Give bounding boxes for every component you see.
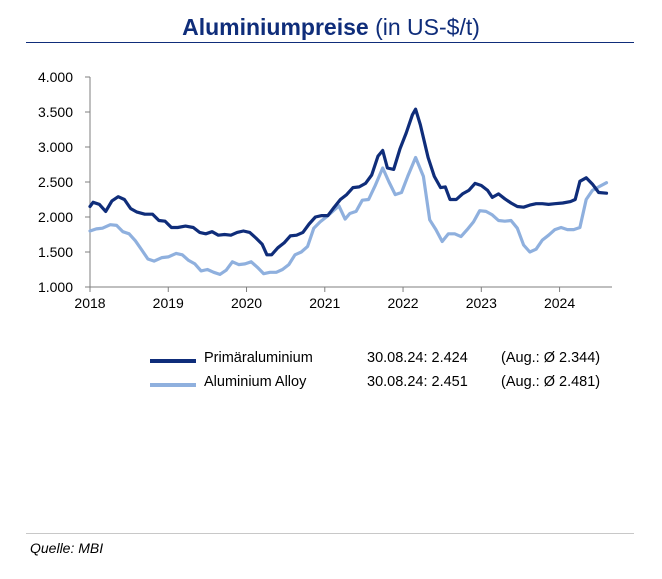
x-axis: 2018 2019 2020 2021 2022 2023 2024	[74, 286, 612, 311]
chart-title: Aluminiumpreise (in US-$/t)	[0, 14, 662, 41]
legend-swatch	[150, 383, 196, 387]
y-tick-label: 2.000	[38, 209, 73, 225]
legend-average: (Aug.: Ø 2.344)	[501, 350, 601, 366]
title-divider	[26, 42, 634, 43]
source-note: Quelle: MBI	[30, 540, 104, 556]
series-line-primaeraluminium	[88, 107, 609, 257]
y-tick-label: 3.500	[38, 104, 73, 120]
y-tick-label: 1.500	[38, 244, 73, 260]
x-tick-label: 2018	[74, 295, 105, 311]
line-chart: 1.000 1.500 2.000 2.500 3.000 3.500 4.000 2018…	[38, 69, 612, 311]
legend-date-value: 30.08.24: 2.451	[367, 374, 468, 390]
legend-average: (Aug.: Ø 2.481)	[501, 374, 601, 390]
chart-title-main: Aluminiumpreise	[182, 14, 369, 40]
series-line-aluminium-alloy	[88, 155, 609, 276]
legend-label: Primäraluminium	[204, 350, 313, 366]
x-tick-label: 2020	[231, 295, 262, 311]
footer-divider	[26, 533, 634, 534]
chart-title-unit: (in US-$/t)	[375, 14, 480, 40]
legend-swatch	[150, 359, 196, 363]
y-axis: 1.000 1.500 2.000 2.500 3.000 3.500 4.000	[38, 69, 91, 295]
x-tick-label: 2022	[387, 295, 418, 311]
series-lines	[88, 107, 609, 276]
x-tick-label: 2019	[153, 295, 184, 311]
y-tick-label: 2.500	[38, 174, 73, 190]
y-tick-label: 4.000	[38, 69, 73, 85]
x-tick-label: 2024	[544, 295, 575, 311]
x-tick-label: 2021	[309, 295, 340, 311]
x-tick-label: 2023	[466, 295, 497, 311]
y-tick-label: 3.000	[38, 139, 73, 155]
legend-label: Aluminium Alloy	[204, 374, 307, 390]
legend-date-value: 30.08.24: 2.424	[367, 350, 468, 366]
y-tick-label: 1.000	[38, 279, 73, 295]
